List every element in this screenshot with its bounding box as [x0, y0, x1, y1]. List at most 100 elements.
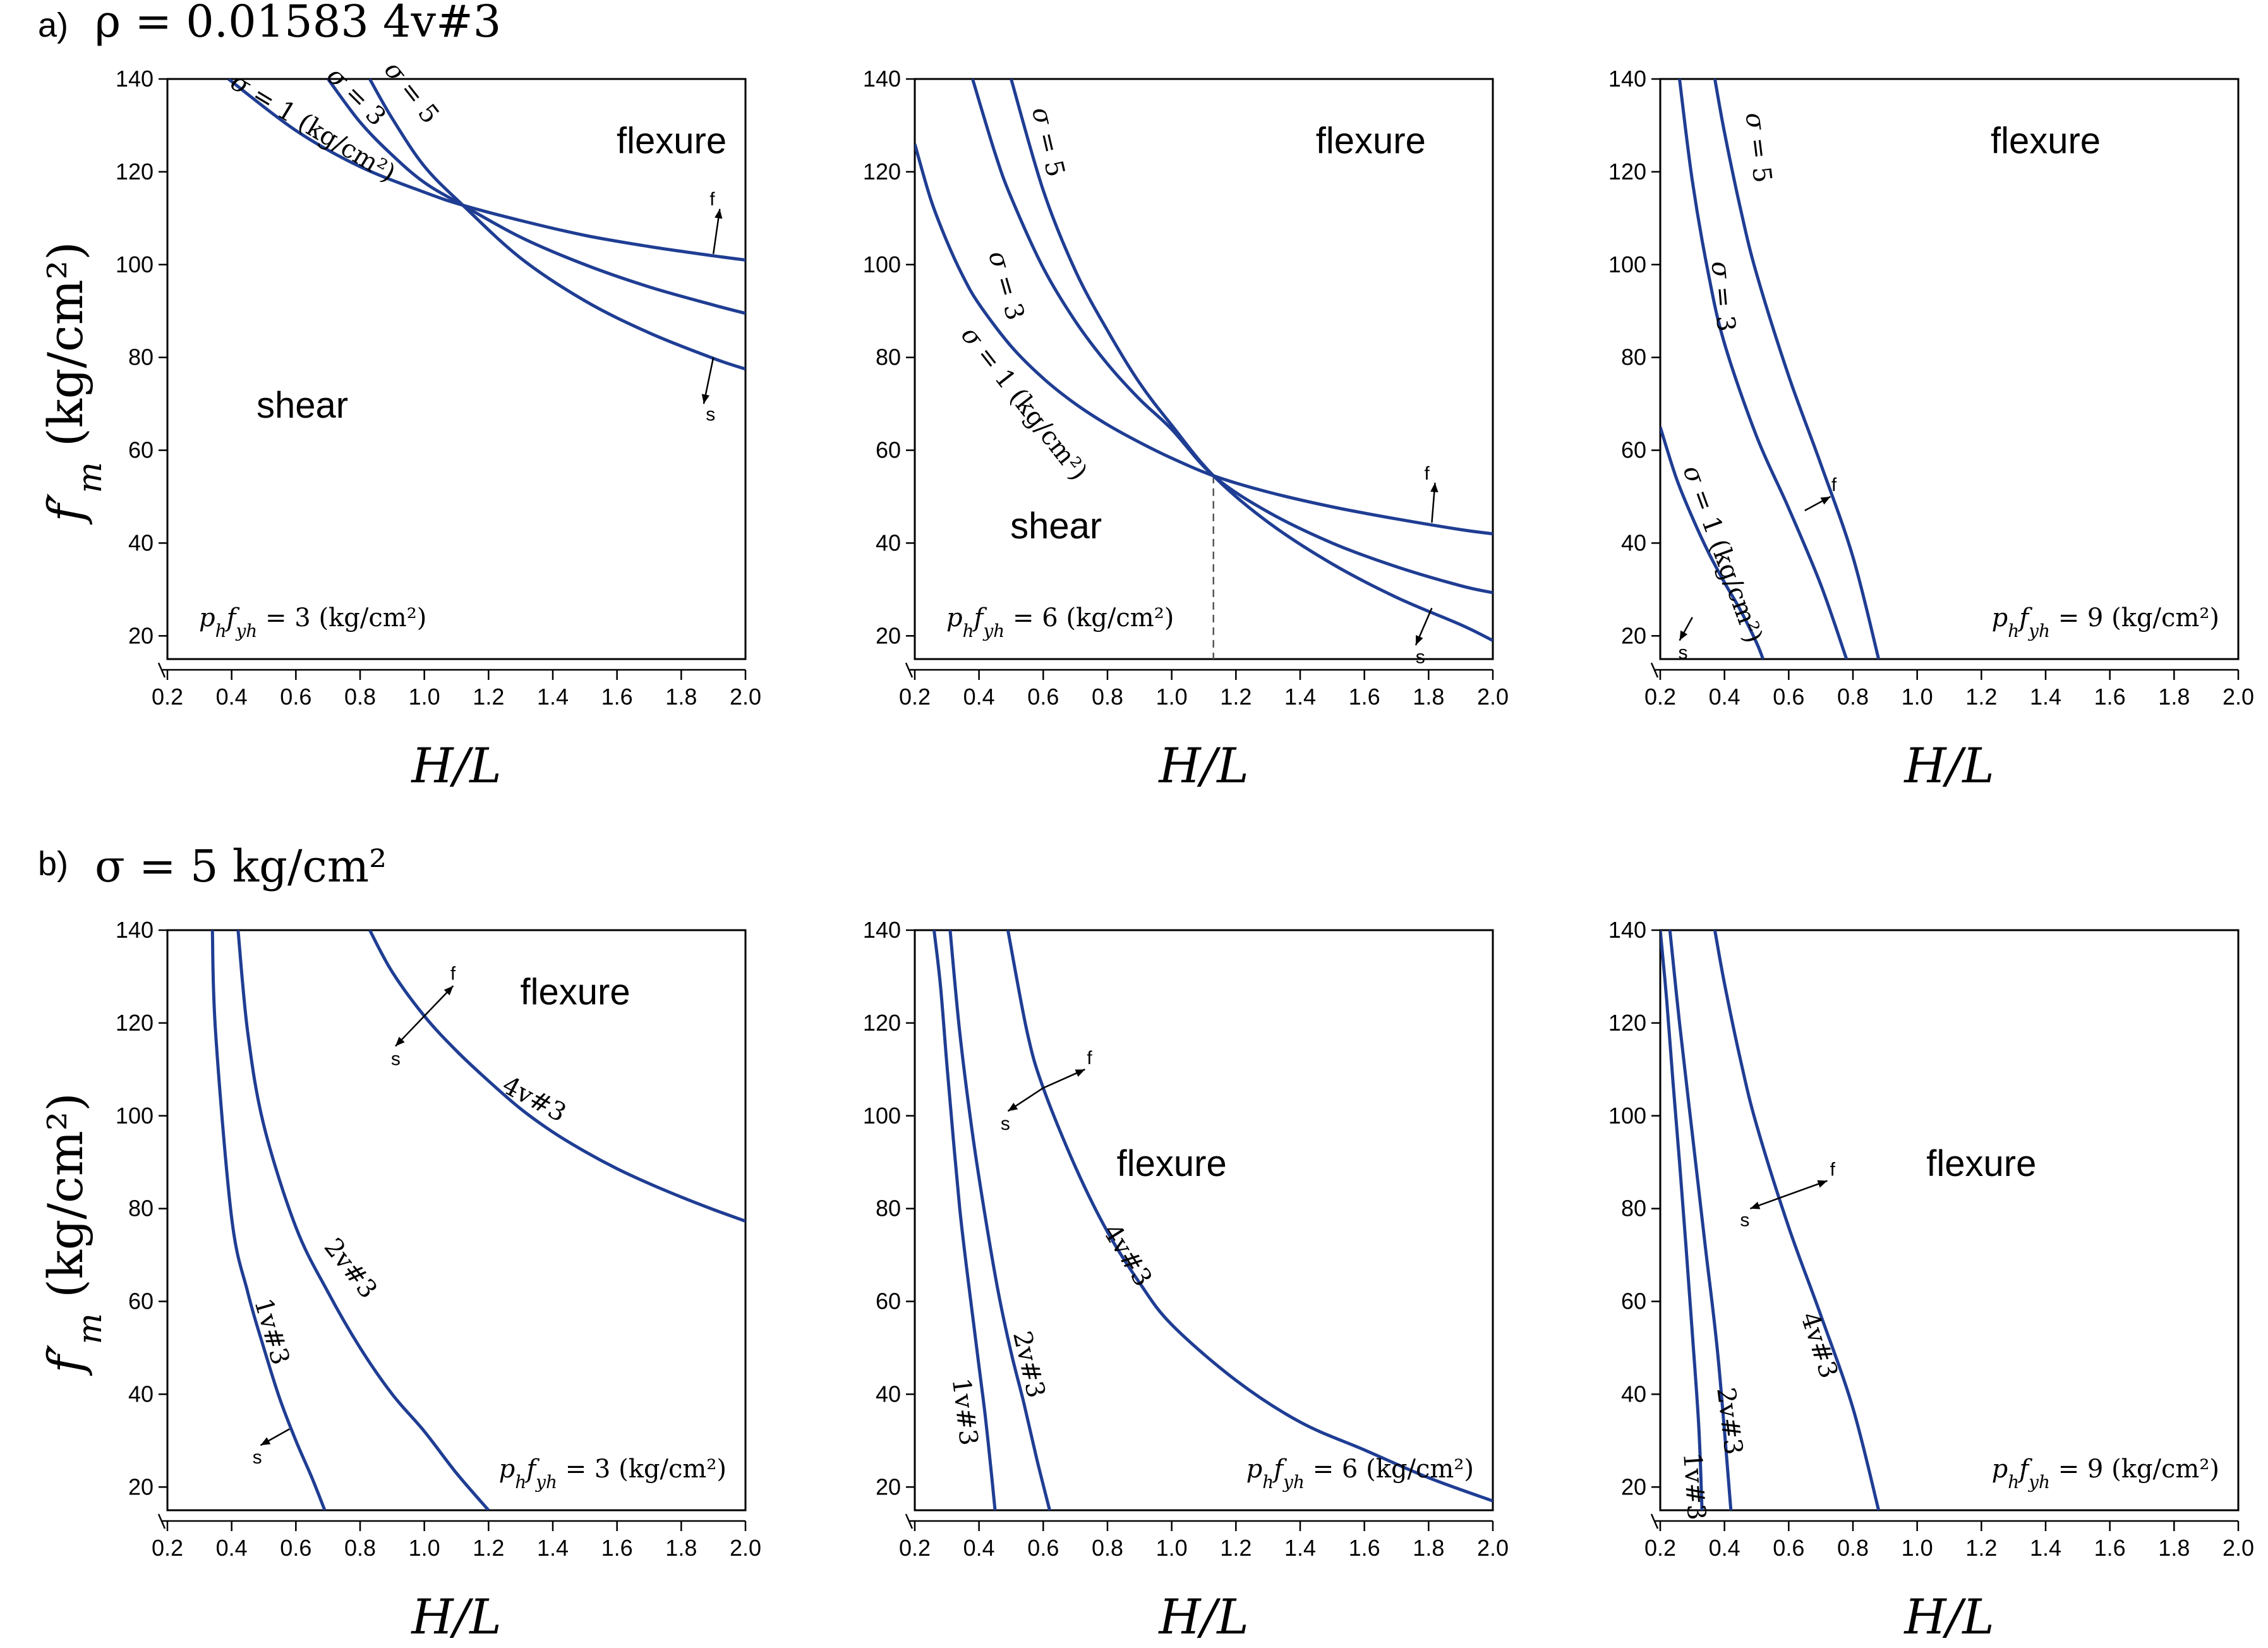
x-tick-label: 0.4: [216, 684, 248, 710]
y-tick-label: 80: [128, 344, 154, 370]
series-line-5: [1713, 79, 1881, 659]
x-tick-label: 1.2: [1220, 1535, 1252, 1561]
x-tick-label: 0.6: [1027, 1535, 1059, 1561]
x-tick-label: 1.6: [1349, 684, 1380, 710]
curve-label-3: σ = 3: [1706, 260, 1741, 332]
curve-label-5: σ = 5: [1026, 104, 1070, 179]
y-tick-label: 100: [116, 1103, 154, 1129]
arrow-label-s: s: [706, 404, 715, 425]
y-tick-label: 60: [1621, 1288, 1646, 1314]
region-label-flexure: flexure: [1316, 121, 1426, 162]
arrowhead-icon: [1820, 496, 1831, 505]
x-tick-label: 0.4: [1709, 684, 1740, 710]
x-tick-label: 1.6: [2094, 1535, 2126, 1561]
arrowhead-icon: [701, 394, 710, 404]
curve-label-5: σ = 5: [1740, 111, 1777, 184]
arrow-label-f: f: [450, 963, 456, 984]
y-tick-label: 140: [116, 917, 154, 943]
plot-frame: [914, 929, 1494, 1512]
series-line-3: [327, 79, 745, 315]
y-tick-label: 140: [863, 66, 901, 92]
axis-break-mark: [1650, 1513, 1659, 1529]
region-label-flexure: flexure: [1117, 1143, 1227, 1184]
series-line-4v-3: [1006, 930, 1493, 1503]
y-tick-label: 20: [876, 622, 901, 648]
x-tick-label: 1.2: [473, 684, 504, 710]
pfyh-annotation: phfyh = 3 (kg/cm²): [499, 1455, 727, 1493]
y-tick-label: 20: [128, 1474, 154, 1500]
row-b-title: σ = 5 kg/cm²: [95, 840, 387, 892]
x-tick-label: 2.0: [730, 684, 761, 710]
series-line-2v-3: [1668, 930, 1733, 1510]
x-tick-label: 0.6: [1027, 684, 1059, 710]
series-line-1-kg-cm: [915, 143, 1493, 536]
y-tick-label: 80: [876, 344, 901, 370]
y-axis-title: f′m (kg/cm²): [37, 241, 109, 525]
y-tick-label: 60: [128, 437, 154, 463]
arrow-label-s: s: [1416, 646, 1425, 667]
y-tick-label: 80: [876, 1196, 901, 1221]
arrowhead-icon: [1075, 1069, 1085, 1077]
y-tick-label: 40: [1621, 1381, 1646, 1407]
y-tick-label: 20: [876, 1474, 901, 1500]
y-tick-label: 100: [863, 251, 901, 277]
x-tick-label: 1.4: [1284, 684, 1316, 710]
arrow-label-f: f: [1424, 463, 1430, 484]
y-axis-title: f′m (kg/cm²): [37, 1093, 109, 1376]
x-tick-label: 0.6: [1773, 684, 1804, 710]
arrow-label-s: s: [253, 1447, 262, 1468]
arrow-label-f: f: [709, 189, 715, 210]
arrow-label-s: s: [1740, 1210, 1749, 1231]
y-tick-label: 20: [1621, 1474, 1646, 1500]
plot-frame: [914, 78, 1494, 660]
series-line-5: [368, 79, 745, 371]
arrow-label-f: f: [1831, 475, 1837, 495]
chart-panel-a1: 20 40 60 80 100 120 140 0.2 0.4 0.6 0.8 1.0 1.2 1.4 1.…: [37, 56, 761, 794]
region-label-shear: shear: [256, 385, 348, 426]
x-axis-title: H/L: [410, 1589, 501, 1645]
y-tick-label: 140: [863, 917, 901, 943]
x-tick-label: 2.0: [2223, 1535, 2254, 1561]
x-axis-title: H/L: [1157, 1589, 1248, 1645]
x-tick-label: 1.6: [1349, 1535, 1380, 1561]
x-tick-label: 1.8: [1413, 684, 1444, 710]
curve-label-1v-3: 1v#3: [946, 1376, 984, 1447]
chart-panel-b3: 20 40 60 80 100 120 140 0.2 0.4 0.6 0.8 1.0 1.2 1.4 1.…: [1608, 917, 2254, 1645]
curve-label-5: σ = 5: [378, 56, 445, 129]
x-tick-label: 0.6: [280, 1535, 311, 1561]
arrowhead-icon: [715, 209, 723, 219]
x-tick-label: 0.2: [899, 684, 931, 710]
x-tick-label: 2.0: [730, 1535, 761, 1561]
x-tick-label: 1.0: [1156, 684, 1188, 710]
pfyh-annotation: phfyh = 9 (kg/cm²): [1992, 603, 2219, 641]
curve-label-4v-3: 4v#3: [1097, 1219, 1157, 1292]
y-tick-label: 120: [863, 1010, 901, 1036]
arrow-label-s: s: [391, 1048, 401, 1069]
arrow-label-f: f: [1830, 1160, 1836, 1180]
plot-frame: [1659, 78, 2240, 660]
arrowhead-icon: [395, 1036, 405, 1046]
y-tick-label: 60: [1621, 437, 1646, 463]
x-tick-label: 1.4: [537, 1535, 569, 1561]
row-a-title: ρ = 0.01583 4v#3: [95, 0, 501, 47]
series-line-1-kg-cm: [227, 79, 745, 262]
x-tick-label: 0.4: [963, 684, 995, 710]
arrowhead-icon: [260, 1437, 271, 1446]
x-tick-label: 0.6: [1773, 1535, 1804, 1561]
x-tick-label: 2.0: [1477, 1535, 1509, 1561]
series-line-3: [1678, 79, 1849, 659]
curve-label-4v-3: 4v#3: [1795, 1309, 1843, 1382]
y-tick-label: 100: [863, 1103, 901, 1129]
y-tick-label: 120: [1608, 1010, 1646, 1036]
region-label-flexure: flexure: [1926, 1143, 2036, 1184]
x-tick-label: 0.2: [152, 1535, 183, 1561]
curve-label-1v-3: 1v#3: [248, 1295, 295, 1369]
row-b-label: b): [38, 845, 68, 883]
y-tick-label: 120: [116, 159, 154, 185]
row-a-label: a): [38, 6, 68, 44]
x-tick-label: 0.4: [963, 1535, 995, 1561]
x-axis-title: H/L: [1903, 1589, 1994, 1645]
series-line-4v-3: [368, 930, 745, 1223]
x-tick-label: 1.8: [665, 1535, 697, 1561]
arrowhead-icon: [1679, 630, 1688, 641]
